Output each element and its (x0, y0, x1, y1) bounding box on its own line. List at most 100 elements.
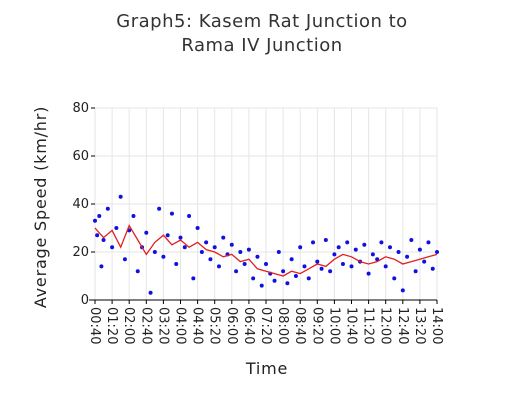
data-point (396, 250, 401, 254)
data-point (328, 269, 333, 274)
data-point (234, 269, 239, 274)
points-series (93, 194, 439, 295)
x-axis-label: Time (245, 359, 288, 378)
data-point (152, 250, 157, 254)
data-point (135, 269, 140, 274)
x-tick-label: 06:00 (224, 307, 239, 344)
data-point (409, 238, 414, 242)
data-point (379, 240, 384, 245)
data-point (375, 257, 380, 262)
data-point (148, 290, 153, 295)
data-point (131, 214, 136, 218)
x-tick-label: 09:20 (309, 307, 324, 344)
data-point (332, 252, 337, 257)
data-point (255, 254, 260, 259)
x-tick-label: 03:20 (155, 307, 170, 344)
data-point (264, 262, 268, 266)
y-ticks: 0 20 40 60 80 (72, 101, 95, 308)
x-tick-label: 12:00 (378, 307, 393, 344)
data-point (281, 269, 286, 274)
data-point (319, 266, 324, 271)
data-point (212, 245, 217, 250)
data-point (366, 271, 371, 276)
data-point (311, 240, 316, 245)
data-point (161, 254, 166, 259)
data-point (435, 250, 439, 254)
data-point (387, 245, 392, 250)
y-tick-label: 40 (72, 197, 89, 212)
data-point (118, 194, 123, 199)
data-point (178, 235, 183, 240)
x-tick-label: 10:40 (344, 307, 359, 344)
y-axis-label: Average Speed (km/hr) (31, 106, 50, 308)
data-point (293, 274, 298, 278)
data-point (413, 269, 418, 274)
data-point (405, 254, 410, 259)
data-point (353, 247, 358, 252)
data-point (400, 288, 405, 293)
y-tick-label: 20 (72, 245, 89, 260)
data-point (392, 276, 397, 281)
data-point (99, 264, 104, 269)
x-tick-label: 06:40 (241, 307, 256, 344)
data-point (144, 230, 149, 235)
chart-title-line-2: Rama IV Junction (181, 35, 342, 56)
data-point (95, 233, 100, 238)
data-point (208, 257, 213, 262)
x-tick-label: 11:20 (361, 307, 376, 344)
data-point (182, 245, 187, 250)
data-point (195, 226, 200, 230)
data-point (191, 276, 196, 281)
data-point (246, 247, 251, 252)
x-tick-label: 12:40 (395, 307, 410, 344)
y-tick-label: 0 (81, 293, 89, 308)
data-point (362, 242, 367, 247)
x-tick-label: 13:20 (412, 307, 427, 344)
data-point (169, 211, 174, 216)
x-tick-label: 00:40 (87, 307, 102, 344)
data-point (315, 259, 320, 264)
chart-title-line-1: Graph5: Kasem Rat Junction to (116, 11, 407, 32)
data-point (110, 245, 115, 250)
x-tick-label: 05:20 (207, 307, 222, 344)
data-point (114, 226, 119, 230)
y-tick-label: 60 (72, 149, 89, 164)
data-point (93, 218, 97, 223)
data-point (370, 252, 375, 257)
x-tick-label: 08:40 (292, 307, 307, 344)
x-ticks: 00:40 01:20 02:00 02:40 03:20 04:00 04:40 05:20… (87, 300, 444, 344)
data-point (426, 240, 431, 245)
data-point (285, 281, 290, 286)
x-tick-label: 10:00 (326, 307, 341, 344)
x-tick-label: 04:40 (190, 307, 205, 344)
data-point (101, 238, 106, 242)
data-point (276, 250, 281, 254)
data-point (259, 283, 264, 288)
data-point (122, 257, 127, 262)
data-point (383, 264, 388, 269)
x-tick-label: 01:20 (104, 307, 119, 344)
data-point (323, 238, 328, 242)
data-point (272, 278, 277, 283)
data-point (302, 264, 307, 269)
x-tick-label: 08:00 (275, 307, 290, 344)
data-point (306, 276, 311, 281)
data-point (289, 257, 294, 262)
data-point (229, 242, 234, 247)
x-tick-label: 07:20 (258, 307, 273, 344)
data-point (199, 250, 204, 254)
x-tick-label: 04:00 (173, 307, 188, 344)
data-point (349, 264, 354, 269)
data-point (251, 276, 256, 281)
data-point (221, 235, 226, 240)
x-tick-label: 14:00 (429, 307, 444, 344)
trend-series (94, 224, 438, 277)
data-point (340, 262, 345, 266)
y-tick-label: 80 (72, 101, 89, 116)
data-point (242, 262, 247, 266)
data-point (204, 240, 209, 245)
data-point (238, 250, 243, 254)
data-point (298, 245, 303, 250)
data-point (422, 259, 427, 264)
